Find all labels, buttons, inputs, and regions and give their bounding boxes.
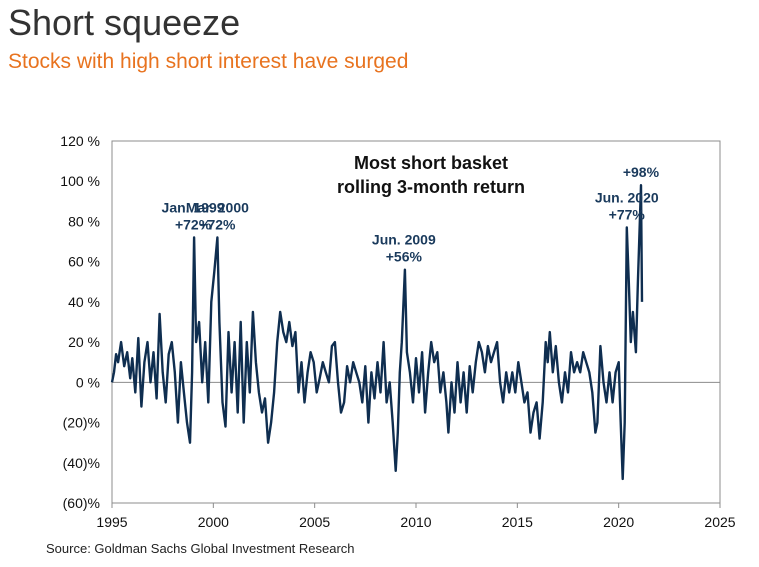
- x-tick-label: 2025: [704, 514, 735, 530]
- annotation-label: +98%: [623, 164, 660, 180]
- inset-title-line-1: Most short basket: [354, 153, 508, 173]
- x-tick-label: 2010: [400, 514, 431, 530]
- y-tick-label: 20 %: [68, 334, 100, 350]
- x-tick-label: 1995: [96, 514, 127, 530]
- y-tick-label: 80 %: [68, 213, 100, 229]
- annotations: Jan. 1999+72%Mar. 2000+72% Jun. 2009+56% J…: [162, 164, 660, 264]
- y-tick-label: 60 %: [68, 254, 100, 270]
- y-tick-label: 40 %: [68, 294, 100, 310]
- x-tick-label: 2005: [299, 514, 330, 530]
- plot-area: 120 % 100 % 80 % 60 % 40 % 20 % 0 % (20)% (40)% (…: [60, 133, 735, 530]
- annotation-label: Jun. 2009: [372, 232, 436, 248]
- source-note: Source: Goldman Sachs Global Investment …: [46, 541, 355, 556]
- y-tick-label: 120 %: [60, 133, 100, 149]
- annotation-label: +72%: [175, 217, 212, 233]
- y-tick-label: 100 %: [60, 173, 100, 189]
- annotation-label: Jun. 2020: [595, 189, 659, 205]
- y-tick-label: (40)%: [63, 455, 100, 471]
- annotation-label: Jan. 1999: [162, 200, 225, 216]
- annotation-label: +72%: [199, 217, 236, 233]
- x-tick-label: 2015: [502, 514, 533, 530]
- annotation-label: +56%: [386, 249, 423, 265]
- y-tick-label: (20)%: [63, 415, 100, 431]
- annotation-label: +77%: [609, 206, 646, 222]
- y-tick-label: 0 %: [76, 374, 100, 390]
- inset-title-line-2: rolling 3-month return: [337, 177, 525, 197]
- y-tick-label: (60)%: [63, 495, 100, 511]
- y-axis-ticks: 120 % 100 % 80 % 60 % 40 % 20 % 0 % (20)% (40)% (…: [60, 133, 100, 511]
- x-axis-ticks: 1995 2000 2005 2010 2015 2020 2025: [96, 503, 736, 530]
- annotation-label: Mar. 2000: [186, 200, 249, 216]
- series-line: [110, 184, 644, 481]
- page-subtitle: Stocks with high short interest have sur…: [8, 50, 409, 73]
- page-title: Short squeeze: [8, 2, 241, 43]
- x-tick-label: 2000: [198, 514, 229, 530]
- x-tick-label: 2020: [603, 514, 634, 530]
